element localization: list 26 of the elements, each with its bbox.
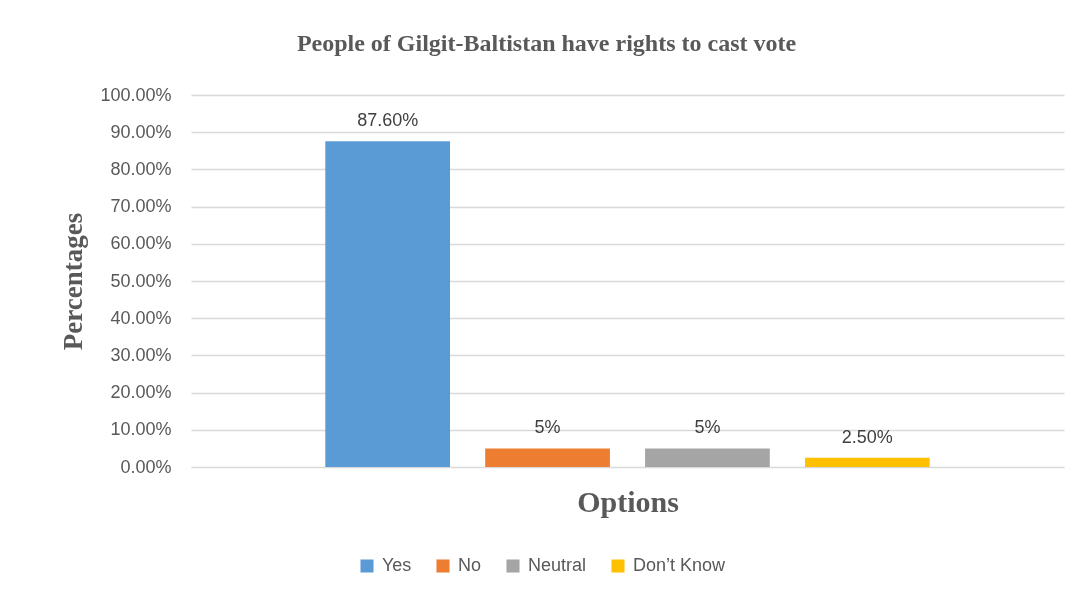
data-label: 5% [694, 417, 721, 438]
y-tick-label: 40.00% [110, 307, 172, 328]
chart-title: People of Gilgit-Baltistan have rights to cast vote [296, 30, 797, 56]
bar [804, 457, 930, 467]
legend-label: No [458, 555, 482, 575]
legend-label: Don’t Know [633, 555, 727, 575]
y-tick-label: 20.00% [110, 382, 172, 403]
y-axis-title: Percentages [58, 212, 89, 351]
bar [645, 448, 770, 467]
y-tick-label: 100.00% [100, 84, 172, 105]
bar [325, 141, 451, 467]
legend-label: Yes [382, 555, 412, 575]
y-tick-label: 30.00% [110, 344, 172, 365]
y-tick-label: 60.00% [110, 233, 172, 254]
y-tick-label: 90.00% [110, 121, 172, 142]
data-label: 5% [534, 417, 561, 438]
y-tick-label: 80.00% [110, 158, 172, 179]
data-label: 2.50% [841, 426, 893, 447]
data-label: 87.60% [357, 110, 419, 131]
y-tick-label: 70.00% [110, 196, 172, 217]
y-tick-label: 10.00% [110, 419, 172, 440]
y-tick-label: 0.00% [120, 456, 172, 477]
legend-label: Neutral [528, 555, 587, 575]
y-tick-label: 50.00% [110, 270, 172, 291]
bar [485, 448, 610, 467]
x-axis-title: Options [577, 484, 679, 518]
